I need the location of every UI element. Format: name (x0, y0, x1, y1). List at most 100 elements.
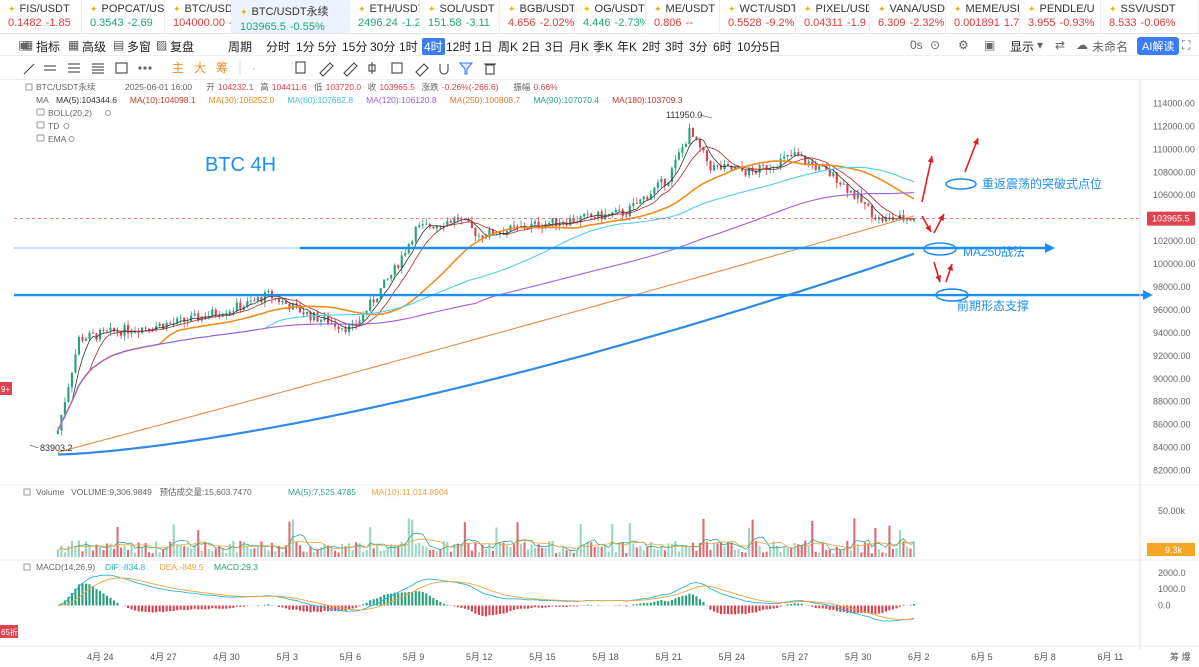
magnet-icon[interactable] (439, 64, 449, 75)
pen-icon[interactable] (343, 62, 358, 77)
volume-bar (832, 553, 835, 557)
interval-15[interactable]: 2日 (522, 40, 541, 54)
interval-20[interactable]: 2时 (642, 40, 661, 54)
ticker-tab[interactable]: ✦ SOL/USDT 151.58 -3.11 (420, 0, 500, 33)
settings-icon[interactable]: ⚙ (958, 38, 969, 52)
ticker-tab[interactable]: ✦ MEME/USD 0.001891 1.7 (946, 0, 1020, 33)
indicator-grid-icon[interactable]: ▣ (18, 38, 30, 52)
interval-1[interactable]: 高级 (82, 40, 107, 54)
favorite-star-icon[interactable]: ✦ (583, 4, 591, 14)
interval-11[interactable]: 4时 (422, 38, 445, 55)
interval-14[interactable]: 周K (498, 40, 519, 54)
interval-10[interactable]: 1时 (399, 40, 418, 54)
ticker-tab[interactable]: ✦ BGB/USDT 4.656 -2.02% (500, 0, 575, 33)
interval-16[interactable]: 3日 (545, 40, 564, 54)
horizontal-line-icon[interactable] (44, 65, 56, 71)
interval-24[interactable]: 10分 (737, 40, 763, 54)
interval-13[interactable]: 1日 (474, 40, 493, 54)
volume-bar (316, 549, 319, 557)
copy-icon[interactable] (295, 61, 306, 74)
ticker-tab[interactable]: ✦ ME/USDT 0.806 -- (646, 0, 720, 33)
interval-0[interactable]: 指标 (36, 40, 61, 54)
favorite-star-icon[interactable]: ✦ (728, 4, 736, 14)
ticker-price: 4.446 (583, 17, 611, 29)
ticker-tab[interactable]: ✦ POPCAT/US 0.3543 -2.69 (82, 0, 165, 33)
interval-12[interactable]: 12时 (446, 40, 472, 54)
favorite-star-icon[interactable]: ✦ (173, 4, 181, 14)
ticker-tab[interactable]: ✦ SSV/USDT 8.533 -0.06% (1101, 0, 1199, 33)
brush-icon[interactable] (319, 62, 334, 77)
candle-body (674, 159, 677, 169)
interval-19[interactable]: 年K (617, 40, 638, 54)
ticker-tab[interactable]: ✦ WCT/USDT 0.5528 -9.2% (720, 0, 796, 33)
ticker-tab[interactable]: ✦ ETH/USDT 2496.24 -1.2 (350, 0, 420, 33)
favorite-star-icon[interactable]: ✦ (240, 7, 248, 17)
ticker-tab[interactable]: ✦ PENDLE/U 3.955 -0.93% (1020, 0, 1101, 33)
interval-17[interactable]: 月K (569, 40, 590, 54)
ticker-tab[interactable]: ✦ BTC/USDT永续 103965.5 -0.55% (232, 0, 350, 33)
filter-icon[interactable] (458, 62, 474, 75)
more-tools-icon[interactable] (138, 66, 152, 70)
time-tick: 6月 8 (1034, 652, 1056, 662)
favorite-star-icon[interactable]: ✦ (8, 4, 16, 14)
fib-icon[interactable] (92, 63, 104, 74)
favorite-star-icon[interactable]: ✦ (878, 4, 886, 14)
ticker-tab[interactable]: ✦ PIXEL/USD 0.04311 -1.9 (796, 0, 870, 33)
interval-8[interactable]: 15分 (342, 40, 368, 54)
favorite-star-icon[interactable]: ✦ (428, 4, 436, 14)
candle-body (453, 217, 456, 223)
favorite-star-icon[interactable]: ✦ (508, 4, 516, 14)
fullscreen-icon[interactable]: ⛶ (1182, 38, 1191, 52)
volume-bar (519, 543, 523, 557)
favorite-star-icon[interactable]: ✦ (1109, 4, 1117, 14)
favorite-star-icon[interactable]: ✦ (804, 4, 812, 14)
countdown-label[interactable]: 0s (910, 38, 923, 52)
macd-histogram-bar (691, 594, 694, 606)
tool-big[interactable]: 大 (194, 61, 206, 75)
show-chevron-down-icon[interactable]: ▾ (1037, 38, 1044, 52)
trendline-icon[interactable] (23, 63, 35, 75)
ai-button[interactable]: AI解读 (1137, 37, 1180, 55)
favorite-star-icon[interactable]: ✦ (90, 4, 98, 14)
interval-23[interactable]: 6时 (713, 40, 732, 54)
interval-2[interactable]: 多窗 (127, 40, 152, 54)
candle-body (365, 310, 368, 314)
rectangle-icon[interactable] (115, 62, 128, 74)
interval-6[interactable]: 1分 (296, 40, 315, 54)
tool-chip[interactable]: 筹 (216, 61, 228, 75)
ticker-tab[interactable]: ✦ OG/USDT 4.446 -2.73% (575, 0, 646, 33)
layout-name[interactable]: 未命名 (1092, 40, 1129, 54)
text-tool-icon[interactable] (391, 62, 403, 74)
favorite-star-icon[interactable]: ✦ (954, 4, 962, 14)
candle-tool-icon[interactable] (368, 62, 376, 74)
interval-18[interactable]: 季K (593, 40, 614, 54)
candle-body (555, 218, 558, 226)
ticker-tab[interactable]: ✦ VANA/USD 6.309 -2.32% (870, 0, 946, 33)
show-menu[interactable]: 显示 (1010, 40, 1035, 54)
favorite-star-icon[interactable]: ✦ (654, 4, 662, 14)
interval-9[interactable]: 30分 (370, 40, 396, 54)
volume-bar (741, 551, 744, 557)
tool-main[interactable]: 主 (172, 61, 184, 75)
favorite-star-icon[interactable]: ✦ (1028, 4, 1036, 14)
interval-22[interactable]: 3分 (689, 40, 708, 54)
trash-icon[interactable] (484, 63, 496, 75)
interval-21[interactable]: 3时 (665, 40, 684, 54)
interval-3[interactable]: 复盘 (170, 40, 195, 54)
interval-7[interactable]: 5分 (318, 40, 337, 54)
volume-bar (719, 541, 723, 557)
interval-4[interactable]: 周期 (228, 40, 253, 54)
macd-histogram-bar (341, 605, 344, 611)
interval-25[interactable]: 5日 (762, 40, 781, 54)
time-tick: 4月 27 (150, 652, 177, 662)
layout-icon[interactable]: ▣ (984, 38, 996, 52)
eraser-icon[interactable] (415, 63, 429, 77)
swap-icon[interactable]: ⇄ (1055, 38, 1066, 52)
ticker-tab[interactable]: ✦ FIS/USDT 0.1482 -1.85 (0, 0, 82, 33)
cloud-icon[interactable]: ☁ (1076, 38, 1088, 52)
parallel-lines-icon[interactable] (68, 63, 80, 73)
interval-5[interactable]: 分时 (266, 40, 291, 54)
ticker-tab[interactable]: ✦BTC/USDT 104000.00 -0 (165, 0, 232, 33)
favorite-star-icon[interactable]: ✦ (358, 4, 366, 14)
camera-icon[interactable]: ⊙ (930, 38, 941, 52)
